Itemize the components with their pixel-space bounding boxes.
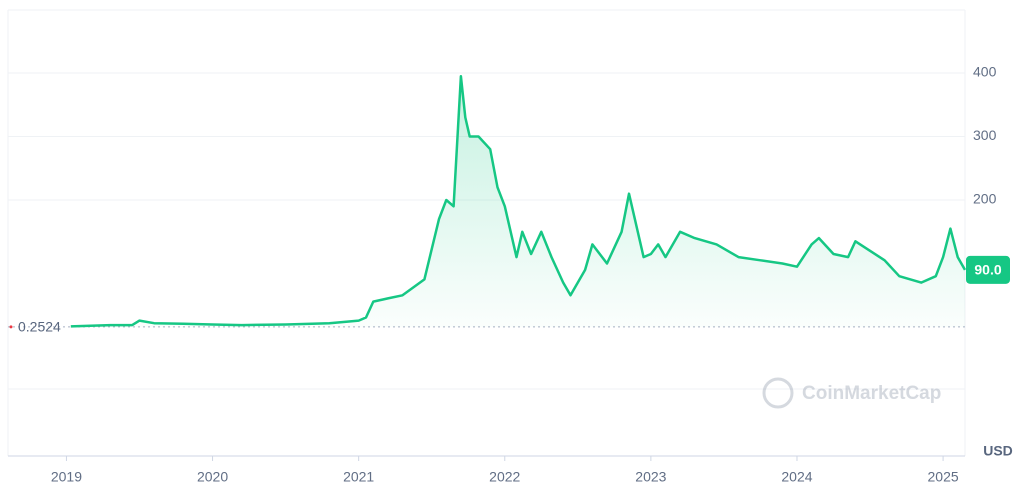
watermark-logo [762,377,794,409]
x-tick-label: 2019 [51,469,82,485]
currency-label: USD [983,443,1013,459]
x-tick-label: 2021 [343,469,374,485]
watermark: CoinMarketCap [762,377,941,409]
area [70,76,966,327]
start-price-dot [9,325,13,329]
start-price-label: 0.2524 [18,319,61,335]
current-price-badge [966,255,1010,284]
watermark-text: CoinMarketCap [802,383,941,404]
x-tick-label: 2024 [781,469,812,485]
x-tick-label: 2020 [197,469,228,485]
x-tick-label: 2023 [635,469,666,485]
y-tick-label: 300 [973,127,997,143]
x-tick-label: 2025 [928,469,959,485]
y-tick-label: 400 [973,64,997,80]
current-price-label: 90.0 [974,262,1001,278]
price-line [70,74,967,328]
y-tick-label: 200 [973,191,997,207]
x-tick-label: 2022 [489,469,520,485]
